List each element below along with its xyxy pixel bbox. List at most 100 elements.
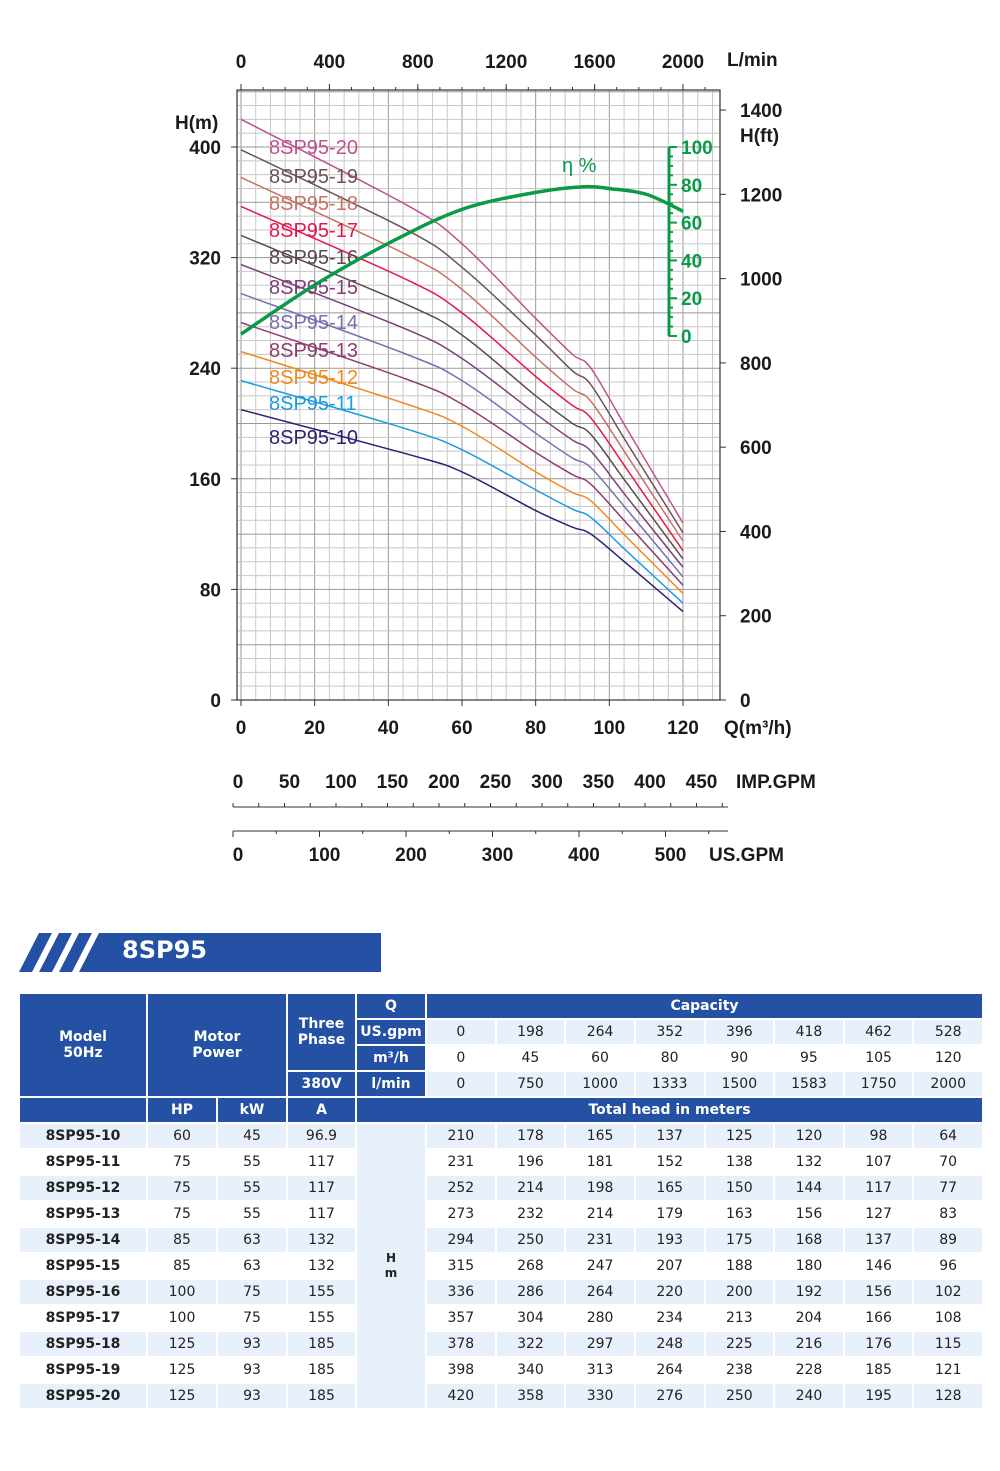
head-cell: 125 — [703, 1122, 776, 1150]
head-cell: 225 — [703, 1330, 776, 1358]
model-header-line: Model — [59, 1029, 107, 1045]
hp-cell: 125 — [146, 1382, 218, 1410]
model-cell: 8SP95-17 — [18, 1304, 148, 1332]
hp-cell: 60 — [146, 1122, 218, 1150]
imp-tick-label: 450 — [686, 772, 718, 793]
x-tick-label: 20 — [304, 718, 325, 739]
phase-header-line: Phase — [297, 1032, 346, 1048]
model-cell: 8SP95-13 — [18, 1200, 148, 1228]
us-tick-label: 300 — [482, 845, 514, 866]
model-cell: 8SP95-10 — [18, 1122, 148, 1150]
head-cell: 146 — [842, 1252, 915, 1280]
head-cell: 188 — [703, 1252, 776, 1280]
imp-tick-label: 100 — [325, 772, 357, 793]
head-cell: 250 — [703, 1382, 776, 1410]
head-cell: 152 — [633, 1148, 706, 1176]
unit-label: US.gpm — [355, 1018, 427, 1046]
head-cell: 178 — [494, 1122, 567, 1150]
head-cell: 127 — [842, 1200, 915, 1228]
head-cell: 322 — [494, 1330, 567, 1358]
ft-tick-label: 1000 — [740, 270, 782, 291]
head-cell: 280 — [564, 1304, 636, 1332]
series-label: 8SP95-18 — [269, 193, 358, 215]
y-tick-label: 400 — [189, 138, 221, 159]
series-label: 8SP95-15 — [269, 277, 358, 299]
top-tick-label: 0 — [236, 52, 247, 73]
total-head-header: Total head in meters — [355, 1096, 984, 1124]
imp-tick-label: 400 — [634, 772, 666, 793]
y-axis-label-left: H(m) — [175, 113, 218, 134]
series-curve-8SP95-11 — [240, 379, 684, 604]
head-cell: 264 — [564, 1278, 636, 1306]
efficiency-tick-label: 80 — [681, 176, 702, 197]
ft-tick-label: 600 — [740, 438, 772, 459]
table-row: 8SP95-12 75 55 117 252 214 198 165 150 144 117 77 — [18, 1174, 984, 1202]
us-tick-label: 0 — [233, 845, 244, 866]
model-cell: 8SP95-20 — [18, 1382, 148, 1410]
kw-cell: 93 — [216, 1330, 288, 1358]
capacity-cell: 2000 — [912, 1070, 984, 1098]
head-cell: 163 — [703, 1200, 776, 1228]
head-cell: 313 — [564, 1356, 636, 1384]
model-cell: 8SP95-19 — [18, 1356, 148, 1384]
head-unit-line: H — [385, 1251, 397, 1265]
capacity-cell: 95 — [773, 1044, 845, 1072]
section-banner — [19, 933, 381, 972]
head-cell: 297 — [564, 1330, 636, 1358]
head-cell: 132 — [773, 1148, 845, 1176]
head-cell: 238 — [703, 1356, 776, 1384]
head-cell: 156 — [773, 1200, 845, 1228]
head-cell: 120 — [773, 1122, 845, 1150]
capacity-cell: 1583 — [773, 1070, 845, 1098]
phase-header-line: Three — [298, 1016, 345, 1032]
kw-cell: 75 — [216, 1278, 288, 1306]
head-cell: 138 — [703, 1148, 776, 1176]
series-label: 8SP95-19 — [269, 166, 358, 188]
efficiency-curve — [240, 184, 684, 336]
amp-cell: 117 — [286, 1200, 357, 1228]
head-cell: 180 — [773, 1252, 845, 1280]
head-cell: 358 — [494, 1382, 567, 1410]
head-cell: 252 — [425, 1174, 497, 1202]
head-cell: 234 — [633, 1304, 706, 1332]
head-cell: 247 — [564, 1252, 636, 1280]
y-tick-label: 320 — [189, 249, 221, 270]
capacity-header: Capacity — [425, 992, 984, 1020]
head-cell: 181 — [564, 1148, 636, 1176]
x-tick-label: 100 — [593, 718, 625, 739]
head-cell: 107 — [842, 1148, 915, 1176]
imp-tick-label: 350 — [583, 772, 615, 793]
head-cell: 144 — [773, 1174, 845, 1202]
head-cell: 121 — [912, 1356, 984, 1384]
series-label: 8SP95-13 — [269, 340, 358, 362]
head-unit-line: m — [384, 1266, 398, 1280]
head-cell: 294 — [425, 1226, 497, 1254]
head-cell: 315 — [425, 1252, 497, 1280]
banner-stripe — [39, 933, 72, 972]
efficiency-tick-label: 60 — [681, 214, 702, 235]
kw-cell: 93 — [216, 1356, 288, 1384]
table-row: 8SP95-17 100 75 155 357 304 280 234 213 204 166 108 — [18, 1304, 984, 1332]
y-tick-label: 160 — [189, 470, 221, 491]
capacity-cell: 0 — [425, 1044, 497, 1072]
hp-cell: 85 — [146, 1226, 218, 1254]
head-cell: 179 — [633, 1200, 706, 1228]
us-tick-label: 100 — [309, 845, 341, 866]
head-cell: 150 — [703, 1174, 776, 1202]
head-cell: 115 — [912, 1330, 984, 1358]
imp-tick-label: 300 — [531, 772, 563, 793]
kw-header: kW — [216, 1096, 288, 1124]
head-cell: 204 — [773, 1304, 845, 1332]
unit-label: l/min — [355, 1070, 427, 1098]
head-cell: 228 — [773, 1356, 845, 1384]
ft-tick-label: 0 — [740, 691, 751, 712]
kw-cell: 45 — [216, 1122, 288, 1150]
capacity-cell: 750 — [494, 1070, 567, 1098]
head-cell: 231 — [564, 1226, 636, 1254]
kw-cell: 63 — [216, 1226, 288, 1254]
imp-tick-label: 0 — [233, 772, 244, 793]
imp-tick-label: 200 — [428, 772, 460, 793]
top-tick-label: 1200 — [485, 52, 527, 73]
model-header: Model 50Hz — [18, 992, 148, 1098]
head-cell: 193 — [633, 1226, 706, 1254]
